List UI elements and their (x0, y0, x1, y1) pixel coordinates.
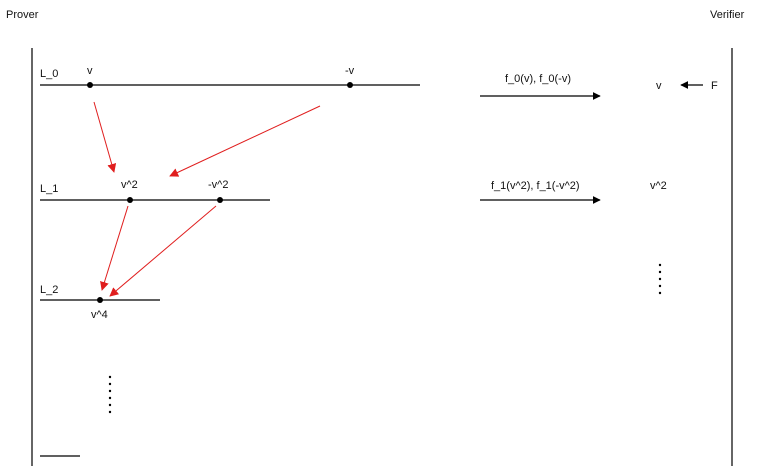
prover-title: Prover (6, 9, 39, 21)
point-v2 (127, 197, 133, 203)
field-source-label: F (711, 80, 718, 92)
layer-label-l2: L_2 (40, 284, 58, 296)
layer-label-l1: L_1 (40, 183, 58, 195)
verifier-title: Verifier (710, 9, 745, 21)
fold-arrow-neg-v2-to-v4 (109, 205, 217, 297)
point-label-neg-v2: -v^2 (208, 179, 228, 191)
message-label-2: f_1(v^2), f_1(-v^2) (491, 180, 580, 192)
point-label-v4: v^4 (91, 309, 108, 321)
point-neg-v2 (217, 197, 223, 203)
point-label-neg-v: -v (345, 65, 355, 77)
layer-label-l0: L_0 (40, 68, 58, 80)
fold-arrow-v2-to-v4 (100, 205, 129, 291)
point-label-v2: v^2 (121, 179, 138, 191)
prover-ellipsis (108, 375, 112, 414)
fold-arrow-v-to-v2 (93, 101, 117, 173)
message-label-1: f_0(v), f_0(-v) (505, 73, 571, 85)
verifier-value-v2: v^2 (650, 180, 667, 192)
point-label-v: v (87, 65, 93, 77)
verifier-ellipsis (658, 263, 662, 295)
point-v (87, 82, 93, 88)
point-v4 (97, 297, 103, 303)
point-neg-v (347, 82, 353, 88)
verifier-value-v: v (656, 80, 662, 92)
fold-arrow-neg-v-to-v2 (169, 105, 321, 177)
